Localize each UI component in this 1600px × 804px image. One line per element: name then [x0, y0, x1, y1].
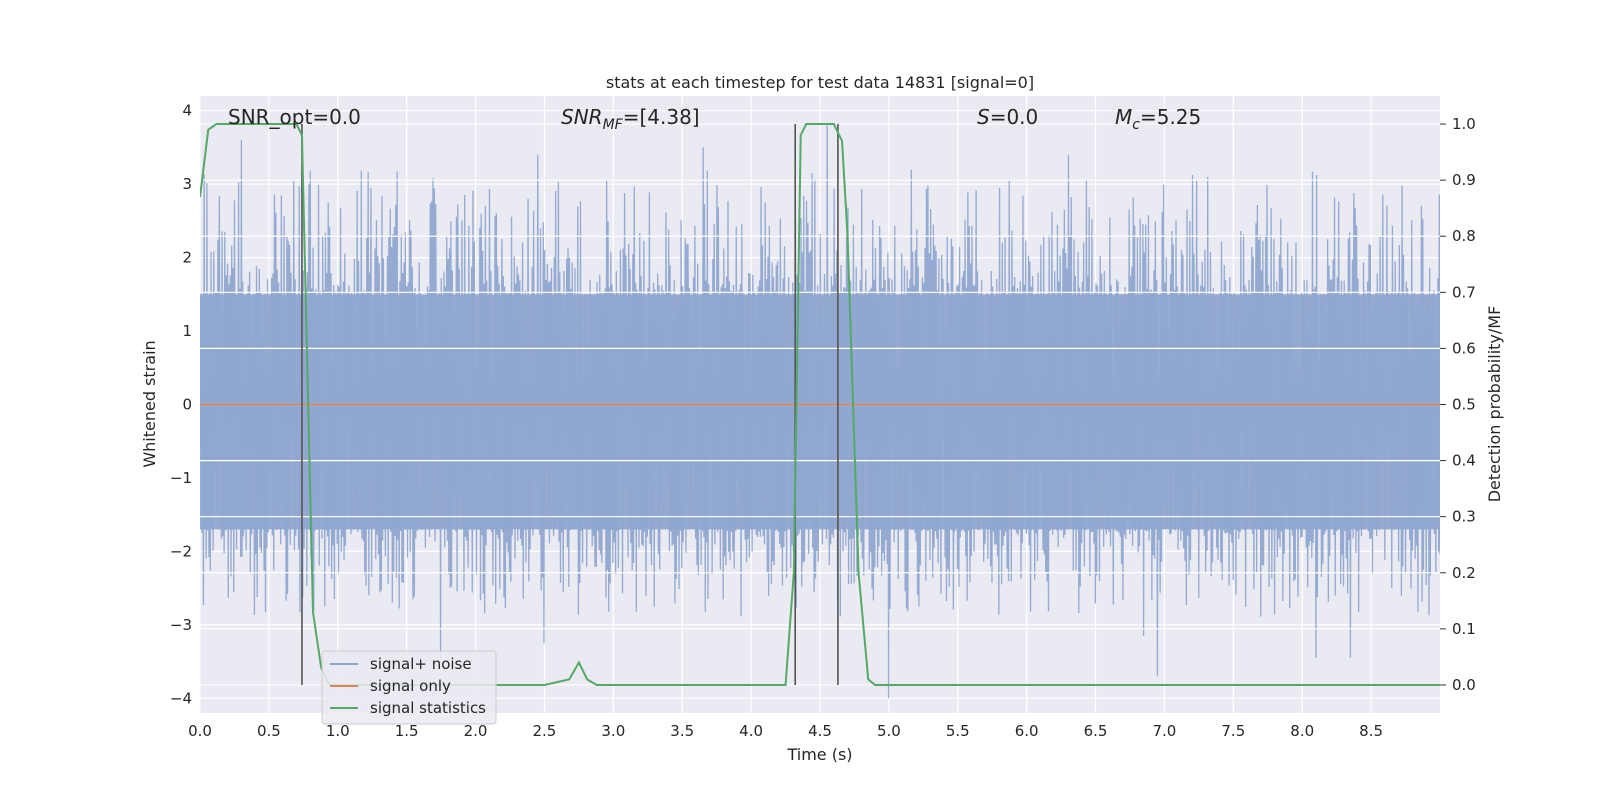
x-tick-label: 5.0 — [877, 722, 901, 740]
left-y-tick-label: 0 — [182, 396, 192, 414]
left-y-tick-label: 1 — [182, 322, 192, 340]
left-y-tick-label: 2 — [182, 249, 192, 267]
x-axis-label: Time (s) — [786, 745, 852, 764]
signal-noise-band — [200, 294, 1440, 530]
signal-statistics-line — [200, 123, 1440, 686]
x-tick-label: 7.0 — [1153, 722, 1177, 740]
annotation-mc: Mc=5.25 — [1115, 105, 1201, 133]
left-y-tick-label: 3 — [182, 175, 192, 193]
right-y-tick-labels: 0.0 0.1 0.2 0.3 0.4 0.5 0.6 0.7 0.8 0.9 1.0 — [1452, 115, 1476, 694]
annotation-snr-opt: SNR_opt=0.0 — [228, 105, 361, 129]
left-y-tick-labels: −4 −3 −2 −1 0 1 2 3 4 — [170, 102, 192, 708]
legend-label-signal-noise: signal+ noise — [370, 655, 472, 673]
legend-box — [321, 650, 497, 725]
left-y-tick-label: −1 — [170, 469, 192, 487]
x-tick-label: 6.0 — [1015, 722, 1039, 740]
signal-statistics-series — [200, 123, 1440, 686]
right-y-tick-label: 0.0 — [1452, 676, 1476, 694]
snr-mf-base: SNR — [561, 105, 603, 129]
right-y-tick-label: 0.3 — [1452, 508, 1476, 526]
chart-title: stats at each timestep for test data 148… — [606, 73, 1034, 92]
legend-label-signal-statistics: signal statistics — [370, 699, 486, 717]
right-y-tick-label: 0.6 — [1452, 339, 1476, 357]
mc-sub: c — [1132, 117, 1140, 133]
annotation-snr-mf: SNRMF=[4.38] — [561, 105, 700, 133]
x-tick-label: 6.5 — [1084, 722, 1108, 740]
x-tick-label: 4.0 — [739, 722, 763, 740]
annotation-s: S=0.0 — [977, 105, 1038, 129]
x-tick-label: 2.0 — [464, 722, 488, 740]
left-y-tick-label: 4 — [182, 102, 192, 120]
left-y-tick-label: −2 — [170, 542, 192, 560]
right-y-tick-label: 0.9 — [1452, 171, 1476, 189]
mc-value: =5.25 — [1140, 105, 1201, 129]
right-y-tick-label: 0.7 — [1452, 283, 1476, 301]
right-y-tick-label: 1.0 — [1452, 115, 1476, 133]
x-tick-label: 0.5 — [257, 722, 281, 740]
legend: signal+ noise signal only signal statist… — [321, 650, 497, 725]
x-tick-label: 5.5 — [946, 722, 970, 740]
left-y-tick-label: −4 — [170, 689, 192, 707]
y-axis-label-left: Whitened strain — [140, 340, 159, 467]
x-tick-label: 0.0 — [188, 722, 212, 740]
mc-base: M — [1115, 105, 1132, 129]
right-y-tick-label: 0.8 — [1452, 227, 1476, 245]
left-y-tick-label: −3 — [170, 616, 192, 634]
snr-mf-value: =[4.38] — [623, 105, 700, 129]
x-tick-label: 1.0 — [326, 722, 350, 740]
x-tick-label: 3.0 — [601, 722, 625, 740]
x-tick-labels: 0.0 0.5 1.0 1.5 2.0 2.5 3.0 3.5 4.0 4.5 5.0 5.5 6.0 6… — [188, 722, 1383, 740]
vertical-markers — [301, 124, 839, 685]
legend-label-signal-only: signal only — [370, 677, 451, 695]
x-tick-label: 2.5 — [533, 722, 557, 740]
right-y-tick-label: 0.1 — [1452, 620, 1476, 638]
x-tick-label: 8.5 — [1359, 722, 1383, 740]
x-tick-label: 4.5 — [808, 722, 832, 740]
s-value: =0.0 — [990, 105, 1039, 129]
signal-noise-series — [200, 125, 1440, 699]
snr-mf-sub: MF — [603, 117, 624, 133]
x-tick-label: 1.5 — [395, 722, 419, 740]
x-tick-label: 7.5 — [1221, 722, 1245, 740]
right-y-tick-label: 0.5 — [1452, 396, 1476, 414]
right-y-tick-label: 0.4 — [1452, 452, 1476, 470]
right-y-tick-label: 0.2 — [1452, 564, 1476, 582]
x-tick-label: 3.5 — [670, 722, 694, 740]
y-axis-label-right: Detection probability/MF — [1485, 306, 1504, 503]
s-label: S — [977, 105, 990, 129]
x-tick-label: 8.0 — [1290, 722, 1314, 740]
